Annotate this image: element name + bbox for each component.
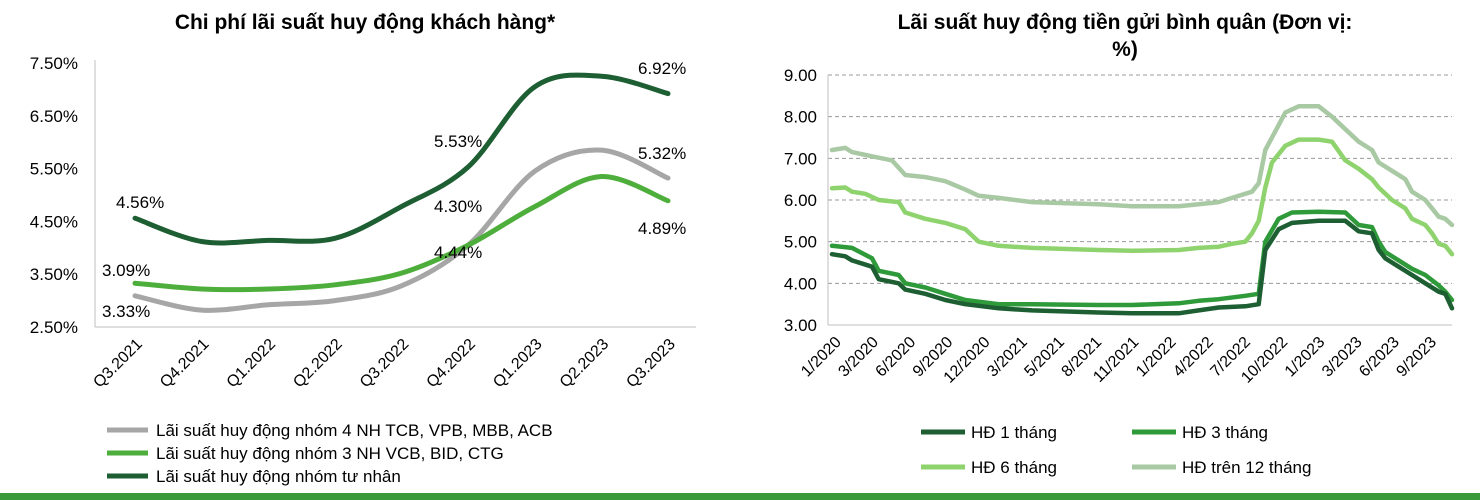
chart-right-x-tick-label: 5/2021: [1021, 334, 1068, 381]
chart-left-y-tick-label: 5.50%: [30, 160, 78, 179]
chart-right-x-tick-label: 1/2020: [798, 334, 845, 381]
chart-left-y-tick-label: 3.50%: [30, 265, 78, 284]
chart-left-legend-label: Lãi suất huy động nhóm 4 NH TCB, VPB, MB…: [156, 421, 553, 440]
chart-left-series-line: [132, 147, 671, 313]
chart-right-x-tick-label: 9/2023: [1393, 334, 1440, 381]
chart-right-legend: HĐ 1 tháng HĐ 3 tháng HĐ 6 tháng HĐ trên 12…: [921, 423, 1311, 477]
chart-right-x-ticks: 1/20203/20206/20209/202012/20203/20215/2…: [798, 334, 1440, 387]
chart-left-data-label: 3.33%: [102, 302, 150, 321]
chart-right-y-tick-label: 5.00: [784, 233, 817, 252]
chart-left-x-tick-label: Q1.2023: [490, 336, 545, 391]
chart-right-series-line: [829, 137, 1455, 257]
chart-left-legend-label: Lãi suất huy động nhóm tư nhân: [156, 467, 401, 486]
chart-right-legend-label: HĐ 6 tháng: [971, 458, 1057, 477]
bottom-border-bar: [0, 493, 1480, 500]
chart-left-y-tick-label: 2.50%: [30, 318, 78, 337]
chart-left-x-tick-label: Q4.2022: [424, 336, 479, 391]
chart-left-x-tick-label: Q3.2022: [357, 336, 412, 391]
chart-left-x-tick-label: Q2.2023: [557, 336, 612, 391]
chart-left-x-ticks: Q3.2021 Q4.2021 Q1.2022 Q2.2022 Q3.2022 Q4.20…: [90, 336, 678, 391]
chart-left-y-ticks: 2.50% 3.50% 4.50% 5.50% 6.50% 7.50%: [30, 54, 78, 337]
chart-right-x-tick-label: 1/2022: [1133, 334, 1180, 381]
chart-left-data-label: 6.92%: [638, 59, 686, 78]
chart-right-y-tick-label: 3.00: [784, 316, 817, 335]
chart-right-series: [829, 104, 1455, 316]
chart-right-legend-label: HĐ 3 tháng: [1182, 423, 1268, 442]
chart-left-legend: Lãi suất huy động nhóm 4 NH TCB, VPB, MB…: [107, 421, 553, 486]
chart-left-data-labels: 3.09% 3.33% 4.56% 4.30% 4.44% 5.53% 6.92% 5.32%…: [102, 59, 686, 321]
chart-left-series: [132, 72, 671, 313]
chart-left-y-tick-label: 7.50%: [30, 54, 78, 73]
chart-left-data-label: 5.53%: [434, 132, 482, 151]
chart-left-title: Chi phí lãi suất huy động khách hàng*: [175, 11, 556, 34]
chart-right-series-line: [829, 104, 1455, 228]
chart-left-data-label: 3.09%: [102, 261, 150, 280]
chart-right-x-tick-label: 4/2022: [1170, 334, 1217, 381]
chart-left-y-tick-label: 6.50%: [30, 107, 78, 126]
chart-left-data-label: 5.32%: [638, 144, 686, 163]
chart-right-x-tick-label: 6/2023: [1356, 334, 1403, 381]
chart-right-x-tick-label: 3/2021: [984, 334, 1031, 381]
chart-right-x-tick-label: 3/2023: [1319, 334, 1366, 381]
chart-left-legend-label: Lãi suất huy động nhóm 3 NH VCB, BID, CT…: [156, 444, 504, 463]
chart-right-x-tick-label: 6/2020: [873, 334, 920, 381]
chart-left-data-label: 4.89%: [638, 219, 686, 238]
chart-left-x-tick-label: Q3.2021: [90, 336, 145, 391]
chart-right-legend-label: HĐ 1 tháng: [971, 423, 1057, 442]
chart-right-y-tick-label: 4.00: [784, 274, 817, 293]
chart-left-x-tick-label: Q2.2022: [290, 336, 345, 391]
chart-right-series-line: [829, 209, 1455, 308]
chart-left-x-tick-label: Q3.2023: [623, 336, 678, 391]
chart-right-y-ticks: 3.00 4.00 5.00 6.00 7.00 8.00 9.00: [784, 66, 817, 335]
chart-left-series-line: [132, 72, 671, 246]
chart-right: Lãi suất huy động tiền gửi bình quân (Đơ…: [784, 11, 1455, 477]
chart-right-y-tick-label: 8.00: [784, 108, 817, 127]
chart-left-data-label: 4.30%: [434, 197, 482, 216]
chart-left-data-label: 4.44%: [434, 243, 482, 262]
chart-right-y-tick-label: 9.00: [784, 66, 817, 85]
chart-right-x-tick-label: 1/2023: [1282, 334, 1329, 381]
chart-left-y-tick-label: 4.50%: [30, 212, 78, 231]
chart-left-x-tick-label: Q1.2022: [224, 336, 279, 391]
chart-right-title-line1: Lãi suất huy động tiền gửi bình quân (Đơ…: [898, 11, 1353, 34]
chart-right-y-tick-label: 6.00: [784, 191, 817, 210]
chart-right-x-tick-label: 3/2020: [835, 334, 882, 381]
chart-right-series-line: [829, 218, 1455, 316]
chart-right-title-line2: %): [1112, 38, 1138, 61]
chart-right-y-tick-label: 7.00: [784, 149, 817, 168]
chart-right-legend-label: HĐ trên 12 tháng: [1182, 458, 1311, 477]
chart-left-x-tick-label: Q4.2021: [157, 336, 212, 391]
chart-right-gridlines: [828, 74, 1452, 284]
chart-left-data-label: 4.56%: [116, 193, 164, 212]
chart-left-series-line: [132, 173, 671, 293]
chart-left: Chi phí lãi suất huy động khách hàng* 2.…: [30, 11, 696, 486]
